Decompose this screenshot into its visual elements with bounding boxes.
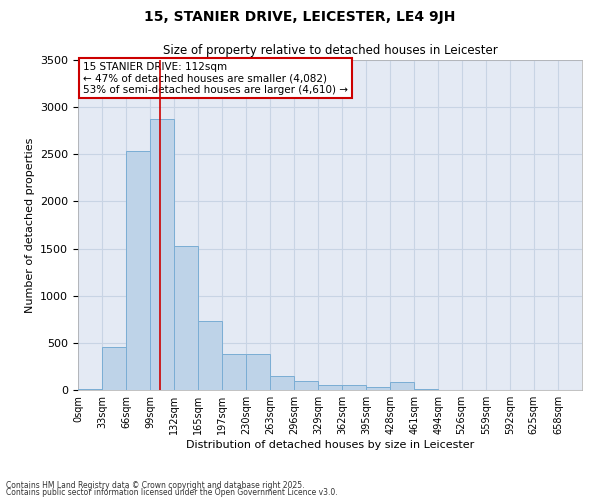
Bar bbox=[221, 354, 246, 390]
Bar bbox=[150, 120, 174, 390]
Bar bbox=[246, 354, 270, 390]
Bar bbox=[199, 321, 223, 390]
Y-axis label: Number of detached properties: Number of detached properties bbox=[25, 138, 35, 312]
Bar bbox=[414, 389, 439, 390]
Text: 15, STANIER DRIVE, LEICESTER, LE4 9JH: 15, STANIER DRIVE, LEICESTER, LE4 9JH bbox=[145, 10, 455, 24]
Bar bbox=[102, 346, 126, 390]
Bar bbox=[342, 385, 366, 390]
Bar bbox=[78, 389, 102, 390]
Text: Contains HM Land Registry data © Crown copyright and database right 2025.: Contains HM Land Registry data © Crown c… bbox=[6, 480, 305, 490]
Bar bbox=[126, 150, 150, 390]
Text: 15 STANIER DRIVE: 112sqm
← 47% of detached houses are smaller (4,082)
53% of sem: 15 STANIER DRIVE: 112sqm ← 47% of detach… bbox=[83, 62, 348, 95]
Text: Contains public sector information licensed under the Open Government Licence v3: Contains public sector information licen… bbox=[6, 488, 338, 497]
Bar bbox=[294, 381, 318, 390]
Bar bbox=[270, 376, 294, 390]
Bar bbox=[390, 382, 414, 390]
Bar bbox=[174, 246, 199, 390]
Bar bbox=[366, 387, 390, 390]
Bar bbox=[318, 386, 342, 390]
Title: Size of property relative to detached houses in Leicester: Size of property relative to detached ho… bbox=[163, 44, 497, 58]
X-axis label: Distribution of detached houses by size in Leicester: Distribution of detached houses by size … bbox=[186, 440, 474, 450]
